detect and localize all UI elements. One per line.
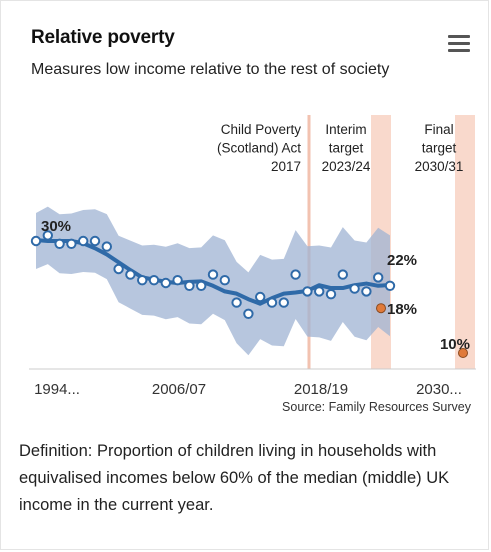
data-point — [30, 235, 42, 247]
data-point — [184, 280, 195, 291]
chart-title: Relative poverty — [31, 27, 175, 48]
data-label: 10% — [440, 336, 470, 353]
annotation-label: 2017 — [271, 159, 301, 174]
annotation-label: Child Poverty — [221, 122, 302, 137]
hamburger-menu-icon[interactable] — [446, 35, 472, 55]
data-point — [89, 235, 101, 247]
data-point — [101, 241, 113, 252]
data-point — [66, 238, 77, 250]
relative-poverty-chart: Child Poverty (Scotland) Act 2017 Interim ta… — [29, 115, 476, 414]
data-point — [361, 286, 372, 297]
x-tick-label: 2030... — [416, 381, 462, 398]
data-point — [384, 280, 396, 291]
data-point — [54, 238, 65, 250]
data-point — [196, 280, 207, 291]
uncertainty-band — [36, 206, 390, 356]
annotation-label: target — [422, 141, 457, 156]
data-point — [207, 269, 219, 280]
data-point — [172, 275, 183, 286]
source-note: Source: Family Resources Survey — [282, 400, 472, 414]
x-tick-label: 2018/19 — [294, 381, 348, 398]
x-tick-label: 1994... — [34, 381, 80, 398]
data-point — [314, 286, 325, 297]
data-point — [78, 235, 89, 247]
interim-target-point — [376, 303, 386, 314]
final-target-band — [455, 115, 475, 369]
annotation-label: (Scotland) Act — [217, 141, 301, 156]
final-target-point — [458, 348, 468, 358]
data-label: 30% — [41, 218, 71, 235]
data-point — [113, 263, 124, 275]
data-point — [42, 230, 53, 241]
annotation-label: 2030/31 — [415, 159, 464, 174]
data-point — [219, 275, 231, 286]
annotation-label: target — [329, 141, 364, 156]
data-point — [337, 269, 348, 280]
definition-text: Definition: Proportion of children livin… — [19, 442, 450, 514]
annotation-label: Final — [424, 122, 453, 137]
data-point — [137, 275, 148, 286]
chart-subtitle: Measures low income relative to the rest… — [31, 61, 390, 78]
data-point — [148, 275, 160, 286]
data-point — [125, 269, 136, 280]
data-point — [278, 297, 289, 308]
data-point — [325, 289, 337, 300]
data-point — [160, 277, 172, 289]
annotation-label: Interim — [325, 122, 366, 137]
data-label: 18% — [387, 301, 417, 318]
data-point — [302, 286, 313, 297]
data-point — [266, 297, 278, 308]
data-point — [290, 269, 301, 280]
data-label: 22% — [387, 252, 417, 269]
data-point — [243, 308, 254, 319]
data-point — [373, 272, 384, 283]
series-line — [35, 238, 391, 306]
annotation-label: 2023/24 — [322, 159, 371, 174]
data-point — [231, 297, 242, 308]
data-point — [349, 283, 360, 294]
data-point — [255, 291, 266, 303]
x-tick-label: 2006/07 — [152, 381, 206, 398]
